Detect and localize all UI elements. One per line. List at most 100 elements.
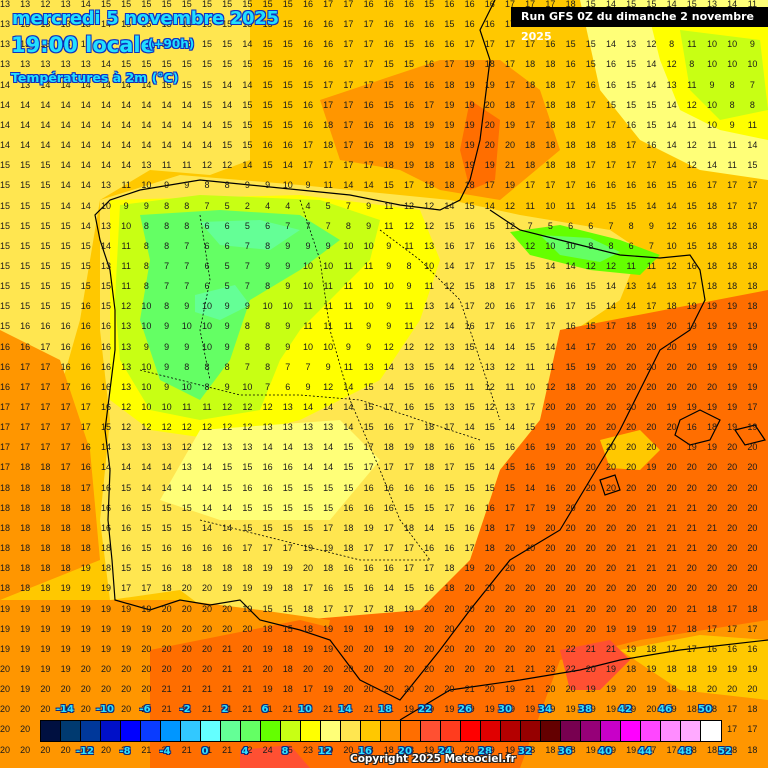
grid-value: 20: [157, 625, 177, 634]
grid-value: 19: [460, 81, 480, 90]
grid-value: 6: [561, 222, 581, 231]
grid-value: 16: [601, 81, 621, 90]
grid-value: 17: [0, 403, 15, 412]
grid-value: 9: [763, 81, 768, 90]
grid-value: 9: [157, 363, 177, 372]
grid-value: 18: [520, 60, 540, 69]
grid-value: 16: [359, 504, 379, 513]
grid-value: 14: [56, 141, 76, 150]
grid-value: 15: [15, 302, 35, 311]
grid-value: 15: [217, 463, 237, 472]
grid-value: 20: [561, 584, 581, 593]
grid-value: 17: [439, 423, 459, 432]
grid-value: 17: [318, 605, 338, 614]
grid-value: 18: [742, 302, 762, 311]
grid-value: 14: [197, 524, 217, 533]
grid-value: 12: [197, 161, 217, 170]
grid-value: 21: [662, 544, 682, 553]
grid-value: 17: [359, 544, 379, 553]
grid-value: 15: [278, 504, 298, 513]
grid-value: 7: [237, 262, 257, 271]
legend-swatch: [261, 721, 281, 741]
grid-value: 20: [359, 685, 379, 694]
grid-value: 16: [460, 0, 480, 9]
grid-value: 19: [35, 665, 55, 674]
grid-value: 20: [702, 544, 722, 553]
grid-value: 20: [581, 605, 601, 614]
grid-value: 18: [419, 463, 439, 472]
grid-value: 16: [399, 0, 419, 9]
grid-value: 10: [722, 60, 742, 69]
grid-value: 9: [641, 222, 661, 231]
grid-value: 20: [702, 584, 722, 593]
grid-value: 17: [56, 403, 76, 412]
grid-value: 20: [662, 383, 682, 392]
grid-value: 16: [76, 443, 96, 452]
grid-value: 20: [96, 685, 116, 694]
grid-value: 14: [76, 161, 96, 170]
grid-value: 9: [298, 383, 318, 392]
grid-value: 20: [601, 484, 621, 493]
grid-value: 19: [35, 625, 55, 634]
grid-value: 13: [359, 363, 379, 372]
grid-value: 14: [237, 40, 257, 49]
grid-value: 15: [338, 484, 358, 493]
grid-value: 9: [338, 343, 358, 352]
legend-swatch: [521, 721, 541, 741]
grid-value: 15: [258, 504, 278, 513]
grid-value: 17: [702, 625, 722, 634]
grid-value: 18: [561, 101, 581, 110]
grid-value: 19: [359, 524, 379, 533]
grid-value: 9: [379, 302, 399, 311]
grid-value: 10: [116, 222, 136, 231]
grid-value: 14: [662, 161, 682, 170]
grid-value: 17: [520, 121, 540, 130]
grid-value: 15: [258, 161, 278, 170]
grid-value: 18: [581, 141, 601, 150]
grid-value: 15: [258, 524, 278, 533]
grid-value: 17: [379, 524, 399, 533]
grid-value: 20: [601, 363, 621, 372]
legend-swatch: [101, 721, 121, 741]
grid-value: 20: [641, 423, 661, 432]
grid-value: 20: [338, 645, 358, 654]
grid-value: 20: [237, 645, 257, 654]
grid-value: 18: [0, 504, 15, 513]
grid-value: 20: [722, 685, 742, 694]
grid-value: 19: [0, 645, 15, 654]
grid-value: 10: [177, 383, 197, 392]
grid-value: 21: [601, 645, 621, 654]
legend-tick-label: 12: [310, 746, 340, 757]
grid-value: 12: [419, 222, 439, 231]
grid-value: 18: [15, 484, 35, 493]
grid-value: 20: [722, 443, 742, 452]
grid-value: 16: [540, 484, 560, 493]
grid-value: 20: [621, 484, 641, 493]
grid-value: 18: [682, 685, 702, 694]
grid-value: 21: [682, 544, 702, 553]
grid-value: 19: [460, 161, 480, 170]
grid-value: 18: [318, 121, 338, 130]
grid-value: 17: [0, 463, 15, 472]
grid-value: 14: [662, 141, 682, 150]
grid-value: 17: [136, 584, 156, 593]
grid-value: 14: [621, 302, 641, 311]
grid-value: 13: [116, 363, 136, 372]
grid-value: 20: [298, 665, 318, 674]
grid-value: 20: [0, 746, 15, 755]
grid-value: 8: [601, 242, 621, 251]
grid-value: 20: [601, 383, 621, 392]
grid-value: 18: [419, 161, 439, 170]
grid-value: 14: [136, 121, 156, 130]
grid-value: 16: [76, 322, 96, 331]
grid-value: 17: [460, 40, 480, 49]
grid-value: 13: [621, 282, 641, 291]
grid-value: 20: [662, 322, 682, 331]
grid-value: 19: [722, 383, 742, 392]
grid-value: 14: [217, 504, 237, 513]
legend-tick-label: -6: [130, 704, 160, 715]
grid-value: 20: [136, 665, 156, 674]
grid-value: 6: [217, 242, 237, 251]
grid-value: 20: [621, 504, 641, 513]
grid-value: 16: [298, 0, 318, 9]
